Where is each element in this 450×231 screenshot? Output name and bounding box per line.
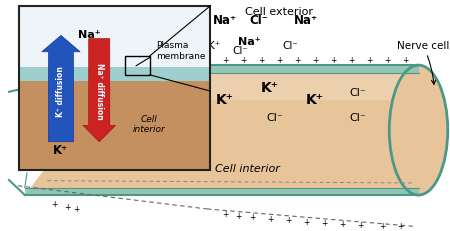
Text: Na⁺: Na⁺	[188, 120, 208, 130]
Text: Na⁺ diffusion: Na⁺ diffusion	[94, 63, 104, 119]
Text: +: +	[150, 56, 156, 64]
Text: Cell interior: Cell interior	[215, 164, 280, 174]
Text: Cl⁻: Cl⁻	[282, 41, 298, 51]
Text: Cl⁻: Cl⁻	[349, 113, 366, 123]
Text: +: +	[379, 221, 386, 230]
Text: +: +	[285, 216, 291, 224]
Text: −: −	[24, 94, 30, 103]
Polygon shape	[19, 68, 210, 82]
Text: +: +	[51, 199, 57, 208]
Text: K⁺: K⁺	[306, 92, 324, 106]
Text: Nerve cell: Nerve cell	[397, 41, 449, 85]
FancyArrow shape	[42, 36, 80, 142]
Text: K⁺ diffusion: K⁺ diffusion	[57, 66, 66, 117]
Text: +: +	[276, 56, 282, 64]
Text: +: +	[402, 56, 408, 64]
Text: +: +	[204, 56, 210, 64]
Text: +: +	[222, 56, 228, 64]
Text: +: +	[258, 56, 264, 64]
Text: +: +	[249, 212, 255, 221]
Text: Cell
interior: Cell interior	[133, 115, 165, 134]
Text: +: +	[132, 56, 138, 64]
FancyArrow shape	[83, 40, 116, 142]
Text: +: +	[357, 220, 363, 229]
Text: −: −	[37, 98, 44, 107]
Polygon shape	[19, 82, 210, 170]
Text: +: +	[366, 56, 372, 64]
Text: +: +	[294, 56, 300, 64]
Text: +: +	[240, 56, 246, 64]
Text: +: +	[222, 209, 228, 218]
Text: +: +	[339, 219, 345, 228]
Text: K⁺: K⁺	[216, 92, 234, 106]
Text: +: +	[321, 218, 327, 227]
Text: +: +	[267, 214, 273, 223]
Text: +: +	[235, 211, 242, 220]
Text: Na⁺: Na⁺	[238, 36, 261, 47]
Polygon shape	[19, 7, 210, 170]
Text: Cl⁻: Cl⁻	[233, 46, 249, 56]
Text: Plasma
membrane: Plasma membrane	[157, 41, 206, 61]
Text: +: +	[397, 222, 404, 230]
Text: +: +	[384, 56, 390, 64]
Text: +: +	[330, 56, 336, 64]
Text: +: +	[348, 56, 354, 64]
Text: Na⁺: Na⁺	[213, 14, 237, 27]
Text: −: −	[51, 103, 57, 112]
Text: +: +	[312, 56, 318, 64]
Text: K⁺: K⁺	[261, 81, 279, 95]
Text: +: +	[303, 217, 309, 226]
Ellipse shape	[389, 66, 448, 195]
Text: +: +	[64, 202, 71, 211]
Polygon shape	[124, 66, 418, 100]
Text: Cell exterior: Cell exterior	[245, 7, 313, 17]
Text: +: +	[73, 204, 80, 213]
Text: Na⁺: Na⁺	[78, 30, 101, 40]
Text: K⁺: K⁺	[207, 41, 220, 51]
Text: +: +	[168, 56, 174, 64]
Text: Cl⁻: Cl⁻	[349, 87, 366, 97]
Text: Na⁺: Na⁺	[294, 14, 318, 27]
Text: Cl⁻: Cl⁻	[266, 113, 283, 123]
Polygon shape	[124, 66, 418, 73]
Text: Cl⁻: Cl⁻	[249, 14, 268, 27]
Polygon shape	[19, 7, 210, 68]
Text: +: +	[186, 56, 192, 64]
Polygon shape	[25, 66, 418, 195]
Text: K⁺: K⁺	[54, 144, 68, 157]
Polygon shape	[25, 188, 418, 195]
